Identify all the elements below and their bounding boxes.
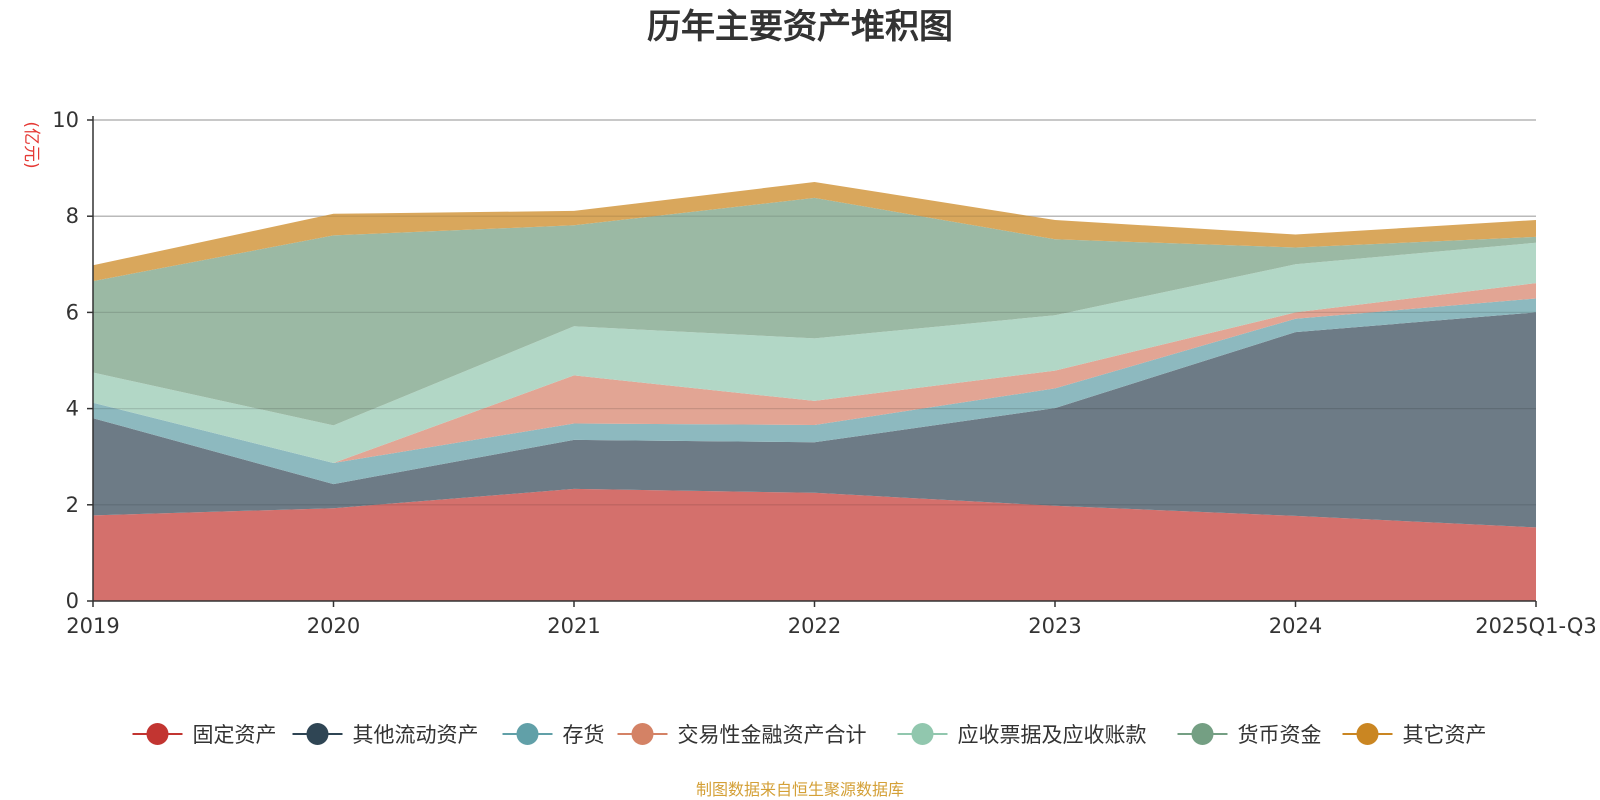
- area-series-group: [93, 119, 1536, 601]
- legend-item-3[interactable]: 交易性金融资产合计: [617, 723, 867, 747]
- y-tick-label: 0: [66, 589, 79, 613]
- data-source-note: 制图数据来自恒生聚源数据库: [696, 780, 904, 799]
- legend-label: 其他流动资产: [353, 723, 479, 747]
- area-series-3: [93, 283, 1536, 463]
- axes: 0 2 4 6 8 10 2019 2020 2021 2022 2023 2024 2025Q1-Q3: [52, 108, 1597, 638]
- legend-marker-icon: [146, 723, 169, 745]
- legend-marker-icon: [1191, 723, 1214, 745]
- legend-item-0[interactable]: 固定资产: [132, 723, 277, 747]
- area-series-4: [93, 242, 1536, 463]
- legend-marker-icon: [631, 723, 654, 745]
- legend-label: 固定资产: [193, 723, 277, 747]
- y-tick-label: 6: [66, 300, 79, 324]
- x-tick-label: 2023: [1028, 614, 1081, 638]
- x-tick-label: 2020: [307, 614, 360, 638]
- legend-item-1[interactable]: 其他流动资产: [292, 723, 479, 747]
- legend-item-4[interactable]: 应收票据及应收账款: [897, 723, 1147, 747]
- legend-marker-icon: [1356, 723, 1379, 745]
- y-tick-label: 10: [52, 108, 79, 132]
- legend[interactable]: 固定资产 其他流动资产 存货 交易性金融资产合计 应收票据及应收账款 货币资金 其它资产: [132, 723, 1487, 747]
- x-tick-label: 2025Q1-Q3: [1475, 614, 1597, 638]
- legend-item-5[interactable]: 货币资金: [1177, 723, 1322, 747]
- y-tick-label: 2: [66, 493, 79, 517]
- legend-marker-icon: [911, 723, 934, 745]
- legend-label: 应收票据及应收账款: [958, 723, 1147, 747]
- area-series-6: [93, 182, 1536, 282]
- legend-label: 交易性金融资产合计: [678, 723, 867, 747]
- x-tick-label: 2019: [66, 614, 119, 638]
- x-tick-label: 2024: [1269, 614, 1322, 638]
- area-series-2: [93, 298, 1536, 485]
- area-series-0: [93, 488, 1536, 601]
- legend-marker-icon: [516, 723, 539, 745]
- legend-label: 货币资金: [1238, 723, 1322, 747]
- legend-label: 其它资产: [1403, 723, 1487, 747]
- chart-title: 历年主要资产堆积图: [647, 7, 953, 47]
- x-tick-label: 2021: [547, 614, 600, 638]
- legend-item-2[interactable]: 存货: [502, 723, 605, 747]
- legend-item-6[interactable]: 其它资产: [1342, 723, 1487, 747]
- y-tick-label: 4: [66, 397, 79, 421]
- area-series-1: [93, 312, 1536, 528]
- x-tick-label: 2022: [788, 614, 841, 638]
- y-tick-label: 8: [66, 204, 79, 228]
- legend-label: 存货: [563, 723, 605, 747]
- area-series-5: [93, 197, 1536, 426]
- legend-marker-icon: [306, 723, 329, 745]
- y-axis-unit-label: (亿元): [21, 121, 41, 168]
